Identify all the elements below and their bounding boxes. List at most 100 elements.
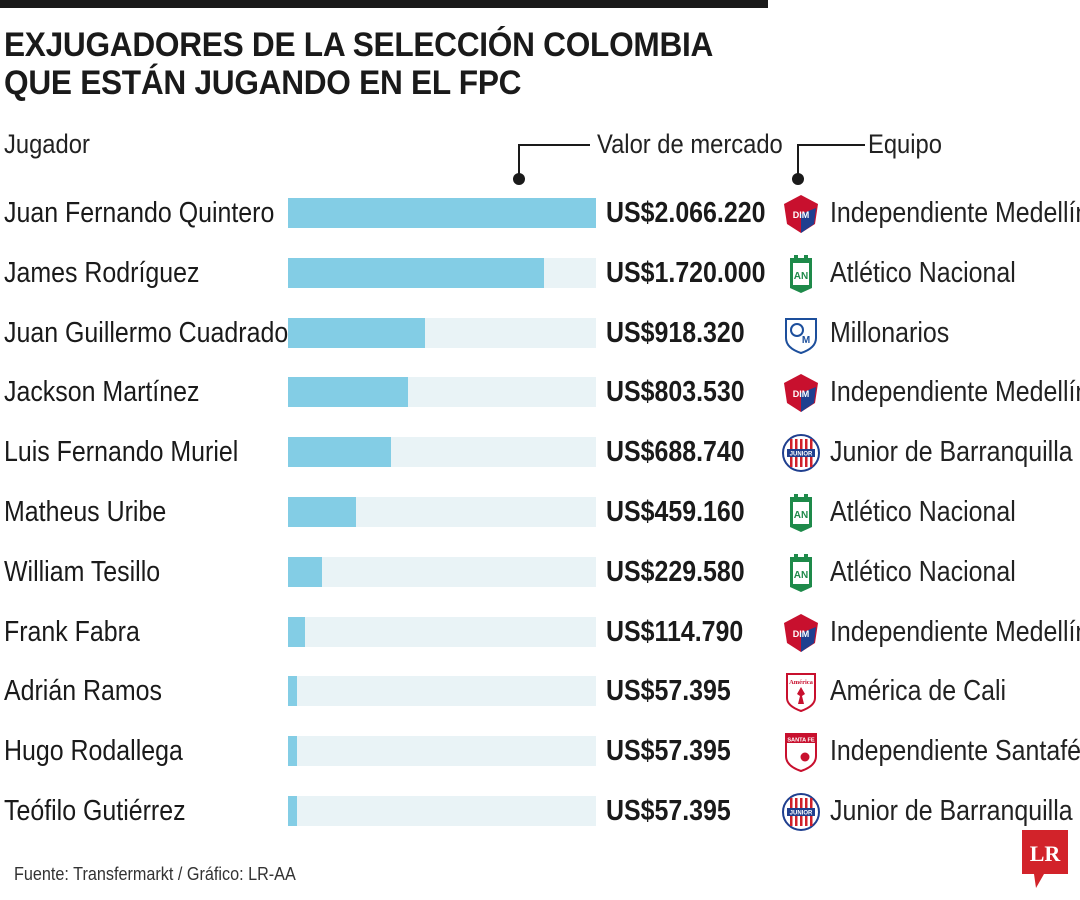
svg-text:AN: AN bbox=[794, 570, 808, 581]
svg-text:AN: AN bbox=[794, 271, 808, 282]
value-label: US$803.530 bbox=[606, 376, 745, 409]
player-name: Adrián Ramos bbox=[4, 675, 163, 708]
source-note: Fuente: Transfermarkt / Gráfico: LR-AA bbox=[14, 864, 296, 884]
nacional-crest-icon: AN bbox=[782, 493, 820, 533]
bar-track bbox=[288, 257, 596, 288]
lr-logo-icon: LR bbox=[1022, 830, 1068, 888]
medellin-crest-icon: DIM bbox=[782, 194, 820, 234]
bar-row: Matheus Uribe US$459.160 AN Atlético Nacion… bbox=[0, 483, 1080, 543]
value-label: US$1.720.000 bbox=[606, 256, 766, 289]
player-name: William Tesillo bbox=[4, 555, 161, 588]
bar bbox=[288, 377, 408, 408]
player-name: Juan Guillermo Cuadrado bbox=[4, 316, 289, 349]
value-label: US$918.320 bbox=[606, 316, 745, 349]
bar-row: William Tesillo US$229.580 AN Atlético Naci… bbox=[0, 543, 1080, 603]
team-name: Atlético Nacional bbox=[830, 555, 1016, 588]
bar bbox=[288, 198, 596, 228]
bar bbox=[288, 257, 545, 288]
team-name: Atlético Nacional bbox=[830, 496, 1016, 528]
svg-text:AN: AN bbox=[794, 510, 808, 521]
bar-track bbox=[288, 556, 596, 587]
header-player: Jugador bbox=[4, 129, 90, 159]
bar-track bbox=[288, 736, 596, 767]
value-connector-dot bbox=[513, 173, 525, 185]
santafe-crest-icon: SANTA FE bbox=[782, 732, 820, 773]
svg-text:DIM: DIM bbox=[793, 389, 810, 399]
player-name: Juan Fernando Quintero bbox=[4, 197, 275, 229]
bar-row: Hugo Rodallega US$57.395 SANTA FE Independi… bbox=[0, 722, 1080, 782]
team-connector-dot bbox=[792, 173, 804, 185]
team-name: Independiente Medellín bbox=[830, 197, 1080, 229]
team-name: Atlético Nacional bbox=[830, 256, 1016, 289]
bar bbox=[288, 736, 297, 767]
team-name: Independiente Medellín bbox=[830, 615, 1080, 648]
medellin-crest-icon: DIM bbox=[782, 373, 820, 413]
title-line-1: EXJUGADORES DE LA SELECCIÓN COLOMBIA bbox=[4, 26, 714, 64]
bar-track bbox=[288, 796, 596, 826]
top-rule bbox=[0, 0, 768, 8]
bar-row: Adrián Ramos US$57.395 América América de C… bbox=[0, 662, 1080, 722]
team-name: Junior de Barranquilla bbox=[830, 436, 1073, 469]
junior-crest-icon: JUNIOR bbox=[782, 792, 820, 832]
bar-track bbox=[288, 616, 596, 647]
bar-track bbox=[288, 497, 596, 527]
svg-text:JUNIOR: JUNIOR bbox=[790, 452, 813, 458]
svg-text:JUNIOR: JUNIOR bbox=[790, 811, 813, 817]
player-name: James Rodríguez bbox=[4, 256, 200, 289]
bar-row: Jackson Martínez US$803.530 DIM Independien… bbox=[0, 363, 1080, 423]
bar-row: James Rodríguez US$1.720.000 AN Atlético Na… bbox=[0, 244, 1080, 304]
team-name: América de Cali bbox=[830, 675, 1007, 708]
bar-track bbox=[288, 676, 596, 707]
bar bbox=[288, 676, 297, 707]
bar-track bbox=[288, 198, 596, 228]
bar bbox=[288, 796, 297, 826]
bar bbox=[288, 437, 391, 468]
bar-track bbox=[288, 437, 596, 468]
team-connector-line bbox=[797, 144, 865, 176]
medellin-crest-icon: DIM bbox=[782, 613, 820, 653]
team-name: Independiente Santafé bbox=[830, 735, 1080, 768]
logo-text: LR bbox=[1030, 841, 1062, 866]
header-value: Valor de mercado bbox=[597, 129, 783, 159]
value-label: US$57.395 bbox=[606, 675, 731, 708]
america-crest-icon: América bbox=[782, 672, 820, 713]
value-label: US$459.160 bbox=[606, 496, 745, 528]
value-label: US$57.395 bbox=[606, 795, 731, 827]
team-name: Millonarios bbox=[830, 316, 950, 349]
nacional-crest-icon: AN bbox=[782, 254, 820, 294]
svg-text:DIM: DIM bbox=[793, 210, 810, 220]
player-name: Luis Fernando Muriel bbox=[4, 436, 239, 469]
player-name: Hugo Rodallega bbox=[4, 735, 183, 768]
player-name: Frank Fabra bbox=[4, 615, 140, 648]
value-label: US$229.580 bbox=[606, 555, 745, 588]
team-name: Junior de Barranquilla bbox=[830, 795, 1073, 827]
bar-row: Luis Fernando Muriel US$688.740 JUNIOR Juni… bbox=[0, 423, 1080, 483]
team-name: Independiente Medellín bbox=[830, 376, 1080, 409]
bar bbox=[288, 556, 323, 587]
value-label: US$2.066.220 bbox=[606, 197, 766, 229]
svg-text:M: M bbox=[802, 335, 810, 346]
player-name: Matheus Uribe bbox=[4, 496, 167, 528]
chart-title: EXJUGADORES DE LA SELECCIÓN COLOMBIA QUE… bbox=[4, 26, 748, 102]
value-label: US$114.790 bbox=[606, 615, 744, 648]
header-team: Equipo bbox=[868, 129, 942, 159]
header-connectors bbox=[513, 144, 865, 185]
nacional-crest-icon: AN bbox=[782, 553, 820, 593]
svg-text:DIM: DIM bbox=[793, 629, 810, 639]
svg-text:América: América bbox=[789, 679, 814, 686]
player-name: Teófilo Gutiérrez bbox=[4, 795, 186, 827]
svg-text:SANTA FE: SANTA FE bbox=[787, 738, 815, 744]
bar-row: Juan Guillermo Cuadrado US$918.320 M Millon… bbox=[0, 304, 1080, 364]
bar-row: Frank Fabra US$114.790 DIM Independiente Me… bbox=[0, 603, 1080, 663]
bar-row: Juan Fernando Quintero US$2.066.220 DIM Ind… bbox=[0, 184, 1080, 244]
bar bbox=[288, 616, 306, 647]
value-connector-line bbox=[518, 144, 590, 176]
bar bbox=[288, 497, 357, 527]
value-label: US$57.395 bbox=[606, 735, 731, 768]
value-label: US$688.740 bbox=[606, 436, 745, 469]
bar-track bbox=[288, 377, 596, 408]
bar-track bbox=[288, 317, 596, 348]
bar-row: Teófilo Gutiérrez US$57.395 JUNIOR Junior d… bbox=[0, 782, 1080, 842]
bar bbox=[288, 317, 425, 348]
millonarios-crest-icon: M bbox=[782, 314, 820, 354]
